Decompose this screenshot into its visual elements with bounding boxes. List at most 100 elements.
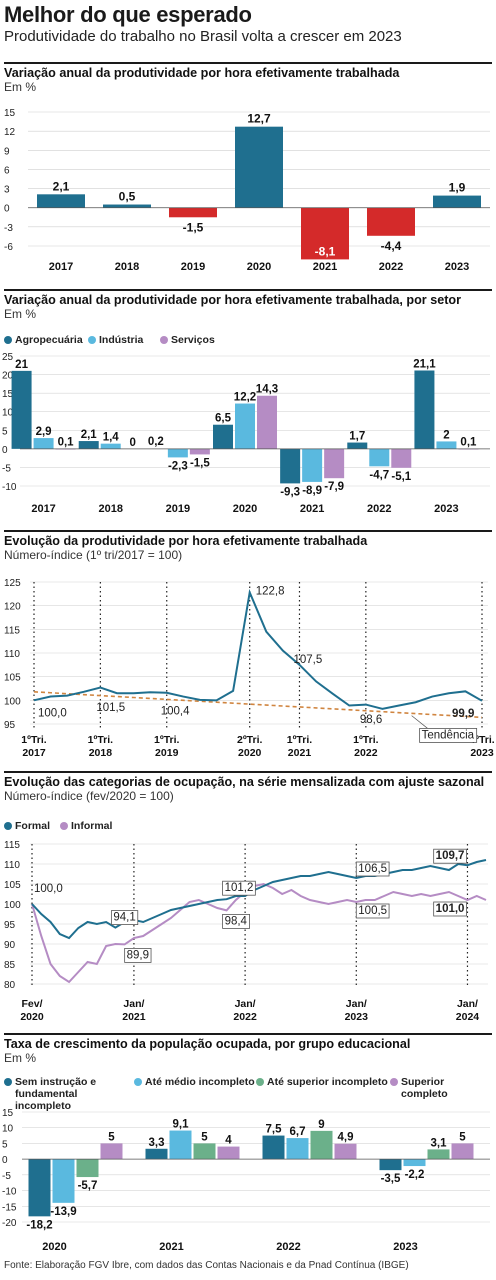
y-tick-label: -6 [4, 242, 13, 253]
bar [427, 1149, 450, 1160]
trend-label: Tendência [422, 729, 475, 741]
legend-dot [256, 1078, 264, 1086]
data-label: 0,5 [119, 190, 136, 204]
data-label: -3,5 [381, 1173, 401, 1185]
chart5-legend: Sem instrução e fundamental incompleto A… [4, 1076, 492, 1112]
page-title: Melhor do que esperado [4, 2, 252, 27]
legend-informal: Informal [60, 820, 112, 832]
y-tick-label: 15 [2, 1108, 14, 1119]
data-label: -4,7 [369, 469, 389, 481]
chart3-subtitle: Número-índice (1º tri/2017 = 100) [4, 548, 183, 562]
annotation-label-box [355, 903, 390, 919]
y-tick-label: -20 [2, 1218, 17, 1229]
bar [167, 448, 188, 458]
x-tick-label: 1ºTri. [353, 734, 379, 746]
data-label: -5,1 [391, 471, 411, 483]
y-tick-label: 115 [4, 840, 20, 851]
data-label: 12,7 [247, 112, 271, 126]
y-tick-label: 110 [4, 649, 20, 660]
legend-label: Indústria [99, 334, 144, 346]
data-label: 0,1 [460, 436, 477, 448]
chart3-header: Evolução da produtividade por hora efeti… [4, 534, 490, 562]
data-label: -1,5 [190, 457, 210, 469]
annotation-label: 100,0 [38, 707, 67, 719]
chart2-sector-productivity: 25 20 15 10 5 0 -5 -10 21 2,9 0,1 2017 2,1 1,4 0 2018 -2… [2, 352, 490, 515]
x-tick-label: Jan/ [457, 998, 478, 1010]
x-tick-label: 1ºTri. [154, 734, 180, 746]
data-label: -8,9 [302, 485, 322, 497]
legend-industria: Indústria [88, 334, 143, 346]
page-header: Melhor do que esperado Produtividade do … [4, 2, 490, 45]
y-tick-label: 120 [4, 602, 21, 613]
y-tick-label: 12 [4, 127, 16, 138]
bar [324, 448, 345, 479]
legend-formal: Formal [4, 820, 50, 832]
x-tick-label: 2ºTri. [237, 734, 263, 746]
bar [100, 443, 121, 449]
x-tick-label: Jan/ [235, 998, 256, 1010]
bar [301, 207, 349, 260]
chart4-legend: Formal Informal [4, 820, 492, 834]
annotation-label: 100,5 [358, 905, 387, 917]
data-label: 6,7 [290, 1126, 306, 1138]
legend-dot [160, 336, 168, 344]
chart1-header: Variação anual da produtividade por hora… [4, 66, 490, 94]
section-divider [4, 62, 492, 64]
bar [169, 1130, 192, 1160]
legend-label: Informal [71, 820, 113, 832]
annotation-label: 101,0 [436, 903, 465, 915]
bar [436, 441, 457, 449]
annotation-label: 109,7 [436, 850, 465, 862]
x-tick-label: 2021 [313, 261, 337, 273]
chart5-title: Taxa de crescimento da população ocupada… [4, 1037, 411, 1051]
x-tick-label: 2023 [434, 503, 458, 515]
x-tick-label: 1ºTri. [287, 734, 313, 746]
data-label: 12,2 [234, 392, 256, 404]
x-tick-label: 2023 [470, 747, 494, 759]
data-label: 0,2 [148, 436, 164, 448]
y-tick-label: 105 [4, 880, 21, 891]
y-tick-label: 95 [4, 920, 16, 931]
y-tick-label: 90 [4, 940, 16, 951]
bar [11, 370, 32, 449]
annotation-label: 99,9 [452, 708, 474, 720]
bar [379, 1159, 402, 1171]
y-tick-label: 5 [2, 426, 8, 437]
data-label: 21,1 [413, 358, 436, 370]
data-label: 7,5 [266, 1124, 283, 1136]
x-tick-label: 2017 [49, 261, 73, 273]
x-tick-label: 2020 [247, 261, 271, 273]
data-label: 5 [201, 1131, 208, 1143]
data-label: 5 [108, 1131, 115, 1143]
x-tick-label: 2020 [233, 503, 257, 515]
productivity-line [33, 588, 483, 710]
bar [103, 204, 151, 208]
legend-dot [4, 336, 12, 344]
y-tick-label: 80 [4, 980, 16, 991]
chart5-subtitle: Em % [4, 1051, 37, 1065]
x-tick-label: 2023 [345, 1011, 369, 1023]
chart3-title: Evolução da produtividade por hora efeti… [4, 534, 368, 548]
trend-pointer [411, 715, 428, 729]
chart4-subtitle: Número-índice (fev/2020 = 100) [4, 789, 174, 803]
y-tick-label: -15 [2, 1202, 17, 1213]
bar [78, 441, 99, 449]
y-tick-label: 100 [4, 696, 21, 707]
legend-dot [4, 822, 12, 830]
annotation-label-box [222, 914, 250, 929]
y-tick-label: 0 [4, 204, 10, 215]
y-tick-label: 105 [4, 673, 21, 684]
y-tick-label: 3 [4, 185, 10, 196]
x-tick-label: Jan/ [346, 998, 367, 1010]
y-tick-label: 115 [4, 625, 20, 636]
bar [302, 448, 323, 482]
informal-line [31, 882, 487, 984]
chart2-subtitle: Em % [4, 307, 37, 321]
section-divider [4, 289, 492, 291]
data-label: 3,3 [149, 1137, 165, 1149]
data-label: -9,3 [280, 486, 300, 498]
data-label: 3,1 [431, 1137, 448, 1149]
bar [451, 1143, 474, 1160]
x-tick-label: 2019 [155, 747, 179, 759]
x-tick-label: Fev/ [21, 998, 42, 1010]
